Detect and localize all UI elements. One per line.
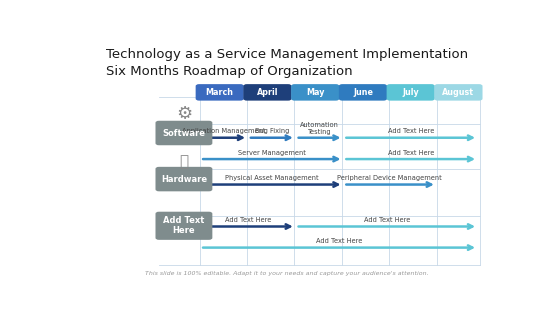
Text: This slide is 100% editable. Adapt it to your needs and capture your audience's : This slide is 100% editable. Adapt it to… [145, 271, 429, 276]
Text: Hardware: Hardware [161, 175, 207, 184]
FancyBboxPatch shape [291, 84, 339, 100]
Text: Server Management: Server Management [238, 150, 306, 156]
Text: Add Text Here: Add Text Here [388, 150, 434, 156]
Text: Add Text Here: Add Text Here [225, 217, 271, 223]
Text: Software: Software [162, 129, 206, 138]
Text: Bug Fixing: Bug Fixing [255, 128, 289, 134]
Text: March: March [206, 88, 234, 97]
FancyBboxPatch shape [386, 84, 435, 100]
Text: ⚙: ⚙ [176, 105, 192, 123]
FancyBboxPatch shape [156, 167, 212, 191]
FancyBboxPatch shape [244, 84, 292, 100]
FancyBboxPatch shape [195, 84, 244, 100]
Text: April: April [256, 88, 278, 97]
Text: Physical Asset Management: Physical Asset Management [225, 175, 319, 181]
Text: Automation
Testing: Automation Testing [300, 122, 339, 135]
Text: June: June [353, 88, 373, 97]
Text: Add Text Here: Add Text Here [388, 128, 434, 134]
Text: May: May [306, 88, 324, 97]
Text: Add Text Here: Add Text Here [316, 238, 362, 244]
Text: Add Text
Here: Add Text Here [163, 216, 204, 236]
Text: July: July [402, 88, 419, 97]
Text: Add Text Here: Add Text Here [363, 217, 410, 223]
FancyBboxPatch shape [339, 84, 387, 100]
FancyBboxPatch shape [156, 121, 212, 145]
Text: 🖥: 🖥 [179, 154, 189, 169]
Text: Technology as a Service Management Implementation
Six Months Roadmap of Organiza: Technology as a Service Management Imple… [106, 48, 468, 77]
Text: Application Management: Application Management [183, 128, 266, 134]
FancyBboxPatch shape [435, 84, 483, 100]
Text: Peripheral Device Management: Peripheral Device Management [338, 175, 442, 181]
Text: August: August [442, 88, 474, 97]
FancyBboxPatch shape [156, 212, 212, 240]
